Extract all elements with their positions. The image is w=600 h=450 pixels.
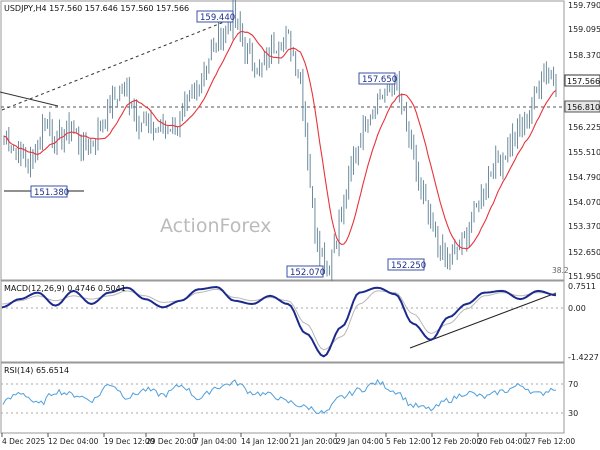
price-tick-label: 153.370 bbox=[568, 222, 600, 231]
rsi-tick-30: 30 bbox=[568, 409, 578, 418]
time-tick-label: 19 Dec 12:00 bbox=[104, 437, 155, 446]
fib-corner-label: 38.2 bbox=[552, 266, 569, 275]
macd-tick-max: 0.7511 bbox=[568, 282, 596, 291]
time-tick-label: 14 Jan 12:00 bbox=[241, 437, 289, 446]
time-tick-label: 12 Dec 04:00 bbox=[48, 437, 99, 446]
time-tick-label: 27 Feb 12:00 bbox=[526, 437, 575, 446]
price-tick-label: 154.790 bbox=[568, 173, 600, 182]
time-tick-label: 21 Jan 20:00 bbox=[290, 437, 338, 446]
price-tick-label: 151.950 bbox=[568, 272, 600, 281]
watermark-text: ActionForex bbox=[160, 215, 271, 237]
annotation-152250: 152.250 bbox=[387, 258, 426, 271]
svg-text:157.650: 157.650 bbox=[362, 75, 397, 85]
moving-average-line bbox=[3, 30, 557, 250]
annotation-151380: 151.380 bbox=[30, 185, 69, 198]
price-tick-label: 158.370 bbox=[568, 51, 600, 60]
svg-text:151.380: 151.380 bbox=[34, 188, 69, 198]
time-tick-label: 20 Feb 04:00 bbox=[478, 437, 527, 446]
price-tick-label: 155.510 bbox=[568, 148, 600, 157]
svg-text:156.810: 156.810 bbox=[567, 103, 600, 112]
price-tick-label: 154.070 bbox=[568, 198, 600, 207]
rsi-line bbox=[2, 378, 556, 415]
price-tick-label: 159.095 bbox=[568, 25, 600, 34]
svg-text:152.070: 152.070 bbox=[290, 268, 325, 278]
price-tick-label: 159.790 bbox=[568, 1, 600, 10]
rsi-panel-title: RSI(14) 65.6514 bbox=[4, 366, 69, 375]
level-price-tag: 156.810 bbox=[564, 100, 600, 113]
macd-tick-zero: 0.00 bbox=[568, 304, 586, 313]
macd-panel bbox=[0, 280, 565, 363]
svg-text:159.440: 159.440 bbox=[200, 13, 235, 23]
time-tick-label: 29 Dec 20:00 bbox=[146, 437, 197, 446]
svg-text:152.250: 152.250 bbox=[391, 261, 426, 271]
macd-tick-min: -1.4227 bbox=[568, 353, 599, 362]
price-tick-label: 152.650 bbox=[568, 248, 600, 257]
time-tick-label: 12 Feb 20:00 bbox=[432, 437, 481, 446]
annotation-159440: 159.440 bbox=[196, 10, 235, 23]
candlestick-series bbox=[3, 0, 557, 282]
annotation-152070: 152.070 bbox=[286, 265, 325, 278]
time-tick-label: 29 Jan 04:00 bbox=[336, 437, 384, 446]
time-tick-label: 5 Feb 12:00 bbox=[386, 437, 431, 446]
macd-line bbox=[1, 285, 557, 358]
price-panel-title: USDJPY,H4 157.560 157.646 157.560 157.56… bbox=[4, 4, 189, 13]
macd-panel-title: MACD(12,26,9) 0.4746 0.5041 bbox=[4, 284, 126, 293]
time-tick-label: 4 Dec 2025 bbox=[2, 437, 45, 446]
rsi-tick-70: 70 bbox=[568, 380, 578, 389]
price-tick-label: 156.225 bbox=[568, 123, 600, 132]
short-trendline bbox=[0, 91, 59, 107]
svg-text:157.566: 157.566 bbox=[567, 77, 600, 86]
current-price-tag: 157.566 bbox=[564, 74, 600, 87]
annotation-157650: 157.650 bbox=[358, 72, 397, 85]
time-tick-label: 7 Jan 04:00 bbox=[194, 437, 237, 446]
price-panel bbox=[0, 0, 565, 281]
price-axis: 159.790 159.095 158.370 156.225 155.510 154.7… bbox=[568, 1, 600, 281]
